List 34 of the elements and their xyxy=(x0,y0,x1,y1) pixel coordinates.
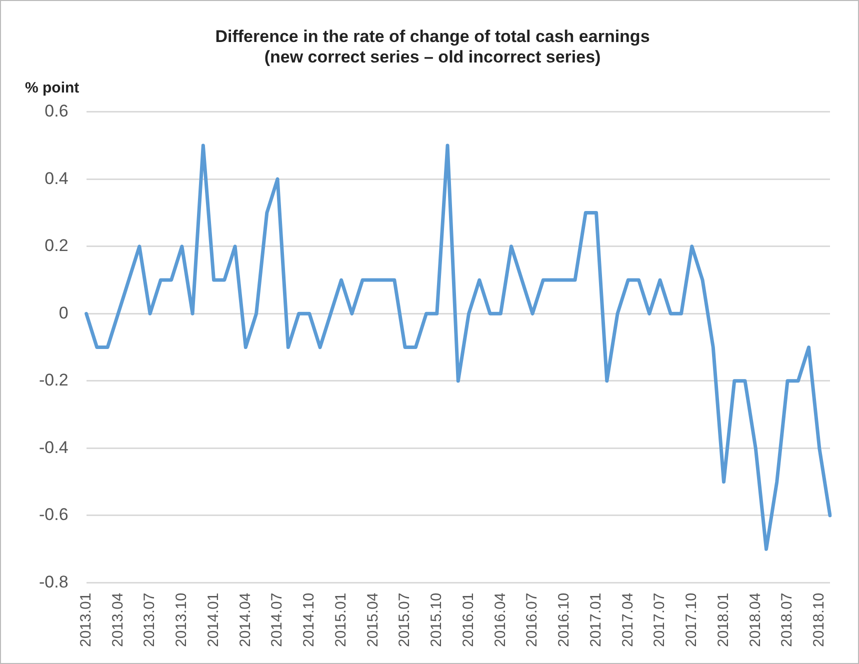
x-tick-label: 2017.01 xyxy=(587,592,604,648)
x-tick-label: 2014.01 xyxy=(204,592,222,648)
x-tick-label: 2015.07 xyxy=(396,592,414,648)
x-tick-label: 2013.10 xyxy=(173,592,190,648)
x-tick-label: 2016.04 xyxy=(492,592,509,648)
x-tick-label: 2018.01 xyxy=(714,592,732,648)
x-tick-label: 2014.07 xyxy=(268,592,286,648)
y-axis-title: % point xyxy=(25,79,80,96)
x-tick-label: 2013.01 xyxy=(77,592,94,648)
y-tick-label: 0.4 xyxy=(44,168,68,188)
y-tick-label: -0.8 xyxy=(38,572,68,592)
x-tick-label: 2014.10 xyxy=(300,592,318,648)
x-tick-label: 2017.07 xyxy=(651,592,668,648)
x-tick-label: 2018.04 xyxy=(746,592,764,648)
x-tick-label: 2018.07 xyxy=(778,592,796,648)
x-tick-label: 2015.10 xyxy=(428,592,446,648)
x-tick-label: 2013.07 xyxy=(141,592,158,648)
x-tick-label: 2015.04 xyxy=(364,592,382,648)
x-tick-label: 2013.04 xyxy=(109,592,126,648)
y-tick-label: 0.6 xyxy=(44,101,68,120)
x-tick-label: 2016.10 xyxy=(556,592,573,648)
x-tick-label: 2015.01 xyxy=(332,592,350,648)
x-tick-label: 2016.07 xyxy=(524,592,541,648)
chart-title: Difference in the rate of change of total cash earnings (new correct series – old incorrect series) xyxy=(215,26,650,66)
y-tick-label: -0.6 xyxy=(38,505,68,524)
y-tick-label: 0 xyxy=(58,303,68,322)
y-tick-label: -0.2 xyxy=(38,370,68,390)
y-tick-label: 0.2 xyxy=(44,236,68,256)
x-tick-label: 2017.04 xyxy=(619,592,636,648)
x-tick-label: 2017.10 xyxy=(683,592,700,648)
x-tick-label: 2018.10 xyxy=(810,592,828,648)
y-tick-label: -0.4 xyxy=(38,438,68,457)
x-tick-label: 2014.04 xyxy=(236,592,254,648)
x-tick-label: 2016.01 xyxy=(460,592,477,648)
